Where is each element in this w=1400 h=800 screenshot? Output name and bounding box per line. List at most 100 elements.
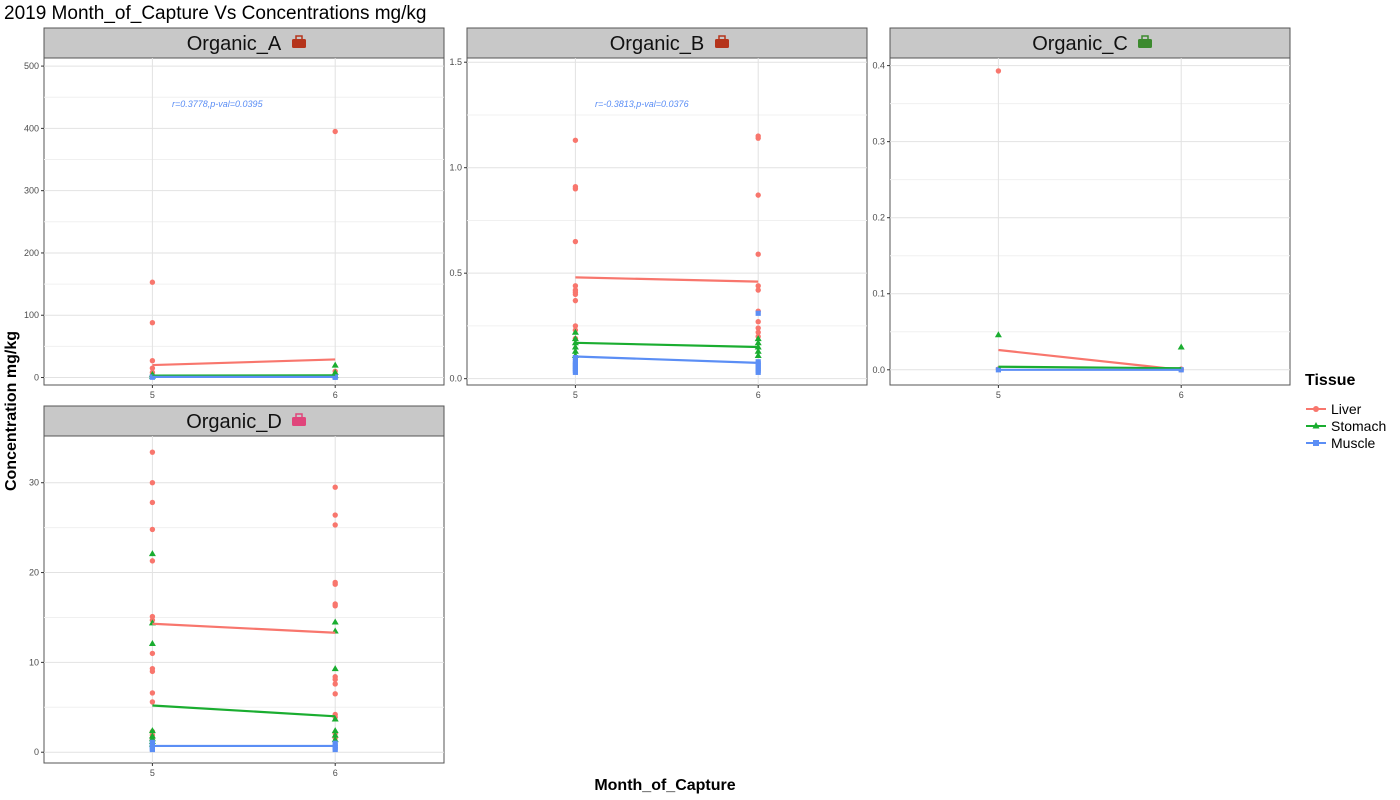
y-tick-label: 0.0: [872, 365, 885, 375]
legend-item-liver: Liver: [1305, 400, 1386, 417]
trend-line-stomach: [998, 365, 1182, 370]
data-point-stomach: [1177, 343, 1185, 350]
x-tick-label: 5: [150, 768, 155, 778]
data-point-muscle: [332, 746, 338, 753]
data-point-liver: [149, 449, 156, 455]
trend-line-liver: [575, 276, 759, 283]
toolbox-icon: [292, 39, 306, 48]
x-tick-label: 6: [756, 390, 761, 400]
data-point-liver: [332, 128, 338, 135]
data-point-stomach: [754, 339, 762, 346]
plot-area-organic-b: [466, 57, 868, 386]
data-point-stomach: [754, 335, 762, 342]
data-point-liver: [149, 650, 156, 657]
data-point-stomach: [331, 665, 339, 672]
data-point-muscle: [149, 746, 155, 753]
data-point-stomach: [571, 335, 579, 342]
data-point-muscle: [755, 369, 761, 375]
data-point-liver: [572, 283, 579, 289]
x-tick-label: 6: [333, 768, 338, 778]
legend: Tissue Liver Stomach Muscle: [1305, 372, 1386, 451]
trend-line-stomach: [575, 341, 759, 349]
y-tick-label: 500: [24, 61, 39, 71]
y-tick-label: 0: [34, 747, 39, 757]
correlation-annotation: r=0.3778,p-val=0.0395: [172, 99, 264, 109]
y-tick-label: 0.4: [872, 61, 885, 71]
data-point-stomach: [148, 727, 156, 734]
x-tick-label: 5: [996, 390, 1001, 400]
data-point-liver: [572, 291, 579, 297]
data-point-stomach: [148, 640, 156, 647]
data-point-muscle: [149, 739, 155, 745]
panel-organic-c: Organic_C 0.0 0.1 0.2 0.3 0.4 5 6: [872, 27, 1291, 400]
tractor-icon-handle: [1141, 35, 1149, 41]
plot-area-organic-d: [43, 435, 445, 764]
trend-line-liver: [152, 622, 336, 634]
panel-organic-b: Organic_B 0.0 0.5 1.0 1.5 5 6 r=-0.3813,p-val=0…: [449, 27, 868, 400]
x-tick-label: 5: [150, 390, 155, 400]
data-point-stomach: [571, 343, 579, 350]
data-point-stomach: [571, 328, 579, 335]
data-point-liver: [149, 320, 156, 326]
chart-title: 2019 Month_of_Capture Vs Concentrations …: [4, 3, 427, 24]
legend-item-stomach: Stomach: [1305, 417, 1386, 434]
data-point-liver: [149, 558, 156, 564]
data-point-liver: [332, 676, 338, 683]
strip-organic-c: [889, 27, 1291, 59]
y-tick-label: 1.0: [449, 163, 462, 173]
y-tick-label: 0.1: [872, 289, 885, 299]
data-point-muscle: [332, 740, 338, 746]
strip-organic-d: [43, 405, 445, 437]
toolbox-icon-handle: [718, 35, 726, 41]
data-point-liver: [755, 325, 761, 331]
y-tick-label: 0.0: [449, 374, 462, 384]
data-point-stomach: [331, 727, 339, 734]
data-point-liver: [332, 603, 338, 609]
trend-line-liver: [998, 348, 1182, 371]
data-point-liver: [149, 499, 156, 506]
data-point-liver: [755, 251, 761, 257]
data-point-liver: [995, 68, 1002, 74]
strip-label-organic-b: Organic_B: [610, 33, 705, 55]
data-point-liver: [755, 287, 761, 293]
y-tick-label: 200: [24, 248, 39, 258]
legend-item-muscle: Muscle: [1305, 434, 1386, 451]
y-axis-label-wrap: Concentration mg/kg: [2, 0, 22, 800]
legend-key-stomach: [1306, 421, 1326, 428]
data-point-liver: [149, 699, 156, 705]
y-tick-label: 400: [24, 123, 39, 133]
y-tick-label: 1.5: [449, 57, 462, 67]
x-tick-label: 6: [333, 390, 338, 400]
toolbox-icon: [715, 39, 729, 48]
tractor-icon: [1138, 39, 1152, 48]
trend-line-liver: [152, 358, 336, 367]
data-point-liver: [755, 135, 761, 141]
correlation-annotation: r=-0.3813,p-val=0.0376: [595, 99, 689, 109]
data-point-stomach: [331, 361, 339, 368]
legend-label-liver: Liver: [1331, 400, 1362, 417]
trend-line-muscle: [575, 355, 759, 364]
data-point-stomach: [148, 550, 156, 557]
data-point-liver: [149, 480, 156, 486]
data-point-liver: [149, 358, 156, 364]
data-point-liver: [332, 581, 338, 587]
data-point-muscle: [572, 369, 578, 375]
x-axis-label: Month_of_Capture: [594, 777, 736, 794]
data-point-stomach: [571, 347, 579, 354]
data-point-stomach: [754, 347, 762, 354]
data-point-liver: [149, 526, 156, 533]
y-tick-label: 0.3: [872, 137, 885, 147]
y-tick-label: 0.2: [872, 213, 885, 223]
y-tick-label: 20: [29, 568, 39, 578]
pill-icon: [292, 417, 306, 426]
data-point-liver: [755, 192, 761, 198]
data-point-liver: [332, 484, 338, 490]
data-point-stomach: [331, 618, 339, 625]
panel-organic-d: Organic_D 0 10 20 30 5 6: [29, 405, 445, 778]
strip-label-organic-a: Organic_A: [187, 33, 282, 55]
strip-label-organic-d: Organic_D: [186, 411, 282, 433]
y-tick-label: 30: [29, 478, 39, 488]
strip-organic-a: [43, 27, 445, 59]
legend-key-muscle: [1306, 439, 1326, 446]
